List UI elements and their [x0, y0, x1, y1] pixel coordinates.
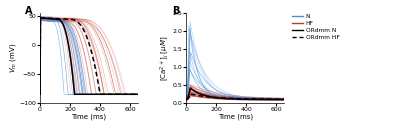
Text: B: B	[172, 6, 179, 16]
Text: A: A	[25, 6, 33, 16]
Y-axis label: $[\mathrm{Ca}^{2+}]_i\ [\mu M]$: $[\mathrm{Ca}^{2+}]_i\ [\mu M]$	[158, 35, 171, 81]
Y-axis label: $V_m$ (mV): $V_m$ (mV)	[8, 43, 18, 73]
X-axis label: Time (ms): Time (ms)	[71, 114, 106, 120]
Legend: N, HF, ORdmm N, ORdmm HF: N, HF, ORdmm N, ORdmm HF	[290, 12, 342, 43]
X-axis label: Time (ms): Time (ms)	[218, 114, 253, 120]
